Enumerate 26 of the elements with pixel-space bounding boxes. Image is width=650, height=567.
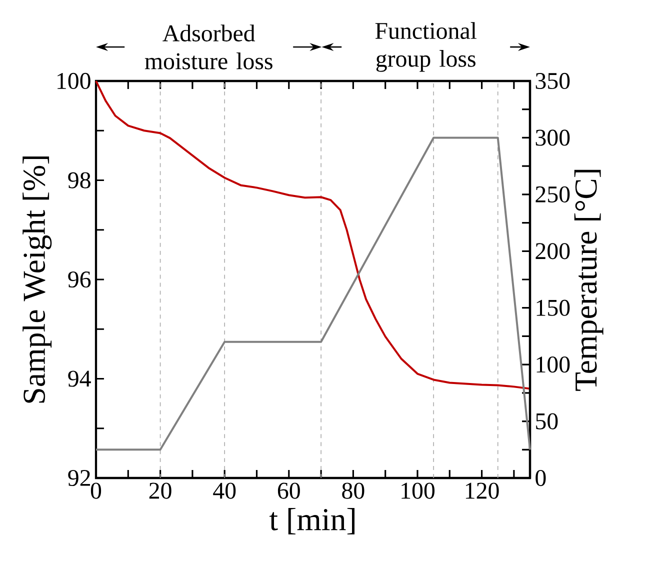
y2-tick-label: 0: [536, 470, 546, 486]
y-tick-label: 98: [68, 172, 90, 188]
y-tick-label: 96: [68, 271, 91, 288]
y2-tick-label: 300: [536, 130, 570, 146]
x-axis-title: t [min]: [269, 508, 354, 534]
y-tick-label: 94: [68, 370, 91, 387]
y2-tick-label: 250: [536, 186, 570, 202]
y-tick-label: 92: [68, 470, 90, 486]
text: Adsorbed moisture loss: [144, 24, 272, 70]
x-tick-label: 60: [278, 482, 300, 499]
x-tick-label: 0: [90, 482, 102, 499]
x-tick-label: 120: [466, 482, 499, 499]
y-tick-label: 100: [58, 72, 90, 90]
x-tick-label: 100: [402, 482, 435, 499]
y2-tick-label: 50: [536, 413, 558, 430]
y2-axis-title: Temperature [°C]: [574, 170, 604, 391]
x-tick-label: 20: [149, 482, 172, 499]
y2-tick-label: 200: [536, 243, 570, 260]
text: Functional group loss: [375, 22, 477, 72]
y2-tick-label: 150: [536, 300, 570, 316]
y2-tick-label: 350: [536, 72, 570, 90]
y2-tick-label: 100: [536, 356, 570, 373]
x-tick-label: 40: [213, 482, 236, 499]
x-tick-label: 80: [342, 482, 364, 499]
y-axis-title: Sample Weight [%]: [22, 156, 52, 403]
line-series: [95, 80, 532, 390]
